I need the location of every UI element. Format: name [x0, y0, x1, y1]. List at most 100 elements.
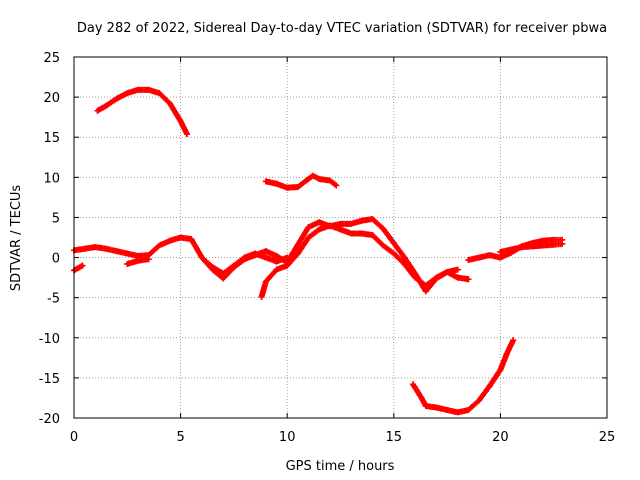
x-tick-label: 15 — [386, 430, 403, 445]
data-series-arc-10 — [409, 337, 517, 416]
y-tick-label: -5 — [47, 292, 60, 307]
data-point — [79, 262, 86, 269]
data-point — [497, 366, 504, 373]
x-tick-label: 20 — [492, 430, 509, 445]
data-series-arc-2 — [94, 86, 190, 138]
data-point — [102, 245, 109, 252]
data-layer — [71, 86, 566, 416]
data-point — [316, 175, 323, 182]
data-point — [412, 274, 419, 281]
y-tick-label: -15 — [39, 372, 60, 387]
y-tick-label: 0 — [52, 252, 60, 267]
y-tick-label: 25 — [43, 51, 60, 66]
data-point — [465, 276, 472, 283]
data-point — [465, 406, 472, 413]
data-point — [409, 381, 416, 388]
data-point — [273, 180, 280, 187]
data-point — [529, 243, 536, 250]
data-point — [284, 184, 291, 191]
data-point — [333, 182, 340, 189]
data-point — [444, 406, 451, 413]
data-point — [401, 260, 408, 267]
data-point — [262, 278, 269, 285]
data-point — [497, 254, 504, 261]
chart-title: Day 282 of 2022, Sidereal Day-to-day VTE… — [77, 21, 607, 36]
data-point — [113, 248, 120, 255]
y-tick-label: -10 — [39, 332, 60, 347]
data-point — [124, 90, 131, 97]
data-point — [134, 86, 141, 93]
data-point — [454, 409, 461, 416]
data-point — [454, 266, 461, 273]
data-point — [497, 248, 504, 255]
data-point — [433, 274, 440, 281]
data-point — [348, 230, 355, 237]
data-point — [369, 216, 376, 223]
data-point — [273, 252, 280, 259]
data-point — [94, 107, 101, 114]
data-point — [145, 256, 152, 263]
data-point — [444, 268, 451, 275]
data-point — [113, 95, 120, 102]
y-axis-title: SDTVAR / TECUs — [9, 185, 24, 292]
data-point — [262, 178, 269, 185]
y-tick-label: 5 — [52, 211, 60, 226]
data-point — [262, 248, 269, 255]
x-tick-label: 10 — [279, 430, 296, 445]
tick-layer: 0 5 10 15 20 25 -20 -15 -10 -5 0 5 10 15 20 25 — [39, 51, 616, 445]
grid-layer — [74, 57, 607, 418]
data-point — [369, 232, 376, 239]
data-point — [380, 225, 387, 232]
data-point — [476, 254, 483, 261]
data-point — [337, 226, 344, 233]
data-point — [358, 217, 365, 224]
y-tick-label: 10 — [43, 171, 60, 186]
data-point — [337, 220, 344, 227]
data-point — [203, 258, 210, 265]
data-point — [326, 177, 333, 184]
data-point — [309, 172, 316, 179]
data-point — [209, 264, 216, 271]
data-point — [316, 226, 323, 233]
data-point — [252, 250, 259, 257]
data-point — [465, 256, 472, 263]
data-point — [156, 242, 163, 249]
data-point — [166, 237, 173, 244]
data-series-arc-6 — [258, 222, 461, 300]
data-point — [262, 254, 269, 261]
y-tick-label: 15 — [43, 131, 60, 146]
data-point — [188, 236, 195, 243]
data-point — [380, 242, 387, 249]
data-point — [476, 397, 483, 404]
data-point — [241, 254, 248, 261]
data-point — [422, 282, 429, 289]
data-series-arc-5 — [124, 256, 152, 267]
data-point — [326, 222, 333, 229]
data-point — [220, 270, 227, 277]
data-series-arc-9 — [497, 240, 566, 255]
data-point — [294, 241, 301, 248]
data-point — [433, 404, 440, 411]
data-point — [486, 382, 493, 389]
data-point — [422, 288, 429, 295]
data-point — [102, 102, 109, 109]
data-point — [145, 86, 152, 93]
data-point — [284, 254, 291, 261]
data-point — [508, 246, 515, 253]
data-point — [92, 244, 99, 251]
data-point — [156, 90, 163, 97]
data-point — [305, 224, 312, 231]
data-point — [273, 258, 280, 265]
data-point — [518, 244, 525, 251]
x-tick-label: 5 — [176, 430, 184, 445]
data-point — [124, 260, 131, 267]
data-point — [510, 337, 517, 344]
data-point — [177, 234, 184, 241]
data-point — [358, 230, 365, 237]
data-point — [422, 402, 429, 409]
x-tick-label: 0 — [70, 430, 78, 445]
data-point — [559, 240, 566, 247]
data-point — [503, 350, 510, 357]
data-point — [390, 240, 397, 247]
